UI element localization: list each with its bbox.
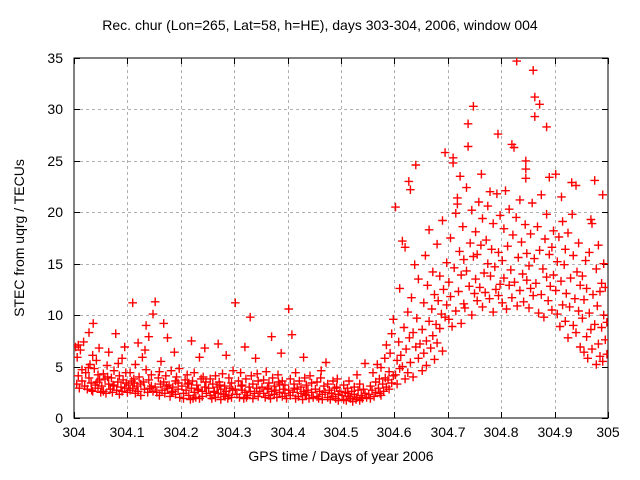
x-tick-label: 305	[596, 424, 620, 440]
y-tick-label: 25	[47, 153, 63, 169]
x-tick-label: 304.8	[483, 424, 518, 440]
y-tick-labels: 0 5 10 15 20 25 30 35	[47, 50, 63, 426]
chart-title: Rec. chur (Lon=265, Lat=58, h=HE), days …	[102, 17, 538, 33]
y-tick-label: 10	[47, 307, 63, 323]
y-tick-label: 35	[47, 50, 63, 66]
x-tick-label: 304.9	[537, 424, 572, 440]
y-tick-label: 5	[55, 359, 63, 375]
grid-lines	[74, 58, 608, 418]
x-tick-label: 304.4	[270, 424, 305, 440]
x-tick-label: 304.6	[376, 424, 411, 440]
x-tick-label: 304.7	[430, 424, 465, 440]
y-tick-label: 30	[47, 101, 63, 117]
y-tick-label: 0	[55, 410, 63, 426]
x-tick-label: 304.1	[109, 424, 144, 440]
x-axis-label: GPS time / Days of year 2006	[248, 448, 433, 464]
x-tick-label: 304.3	[216, 424, 251, 440]
y-tick-label: 15	[47, 256, 63, 272]
x-tick-label: 304.2	[163, 424, 198, 440]
grid-path	[74, 58, 608, 418]
data-points	[74, 58, 608, 406]
y-axis-label: STEC from uqrg / TECUs	[11, 159, 27, 317]
y-tick-label: 20	[47, 204, 63, 220]
x-tick-label: 304	[62, 424, 86, 440]
plot-border	[73, 57, 609, 419]
scatter-markers	[74, 58, 608, 406]
x-tick-labels: 304 304.1 304.2 304.3 304.4 304.5 304.6 304.7 30…	[62, 424, 620, 440]
x-tick-label: 304.5	[323, 424, 358, 440]
